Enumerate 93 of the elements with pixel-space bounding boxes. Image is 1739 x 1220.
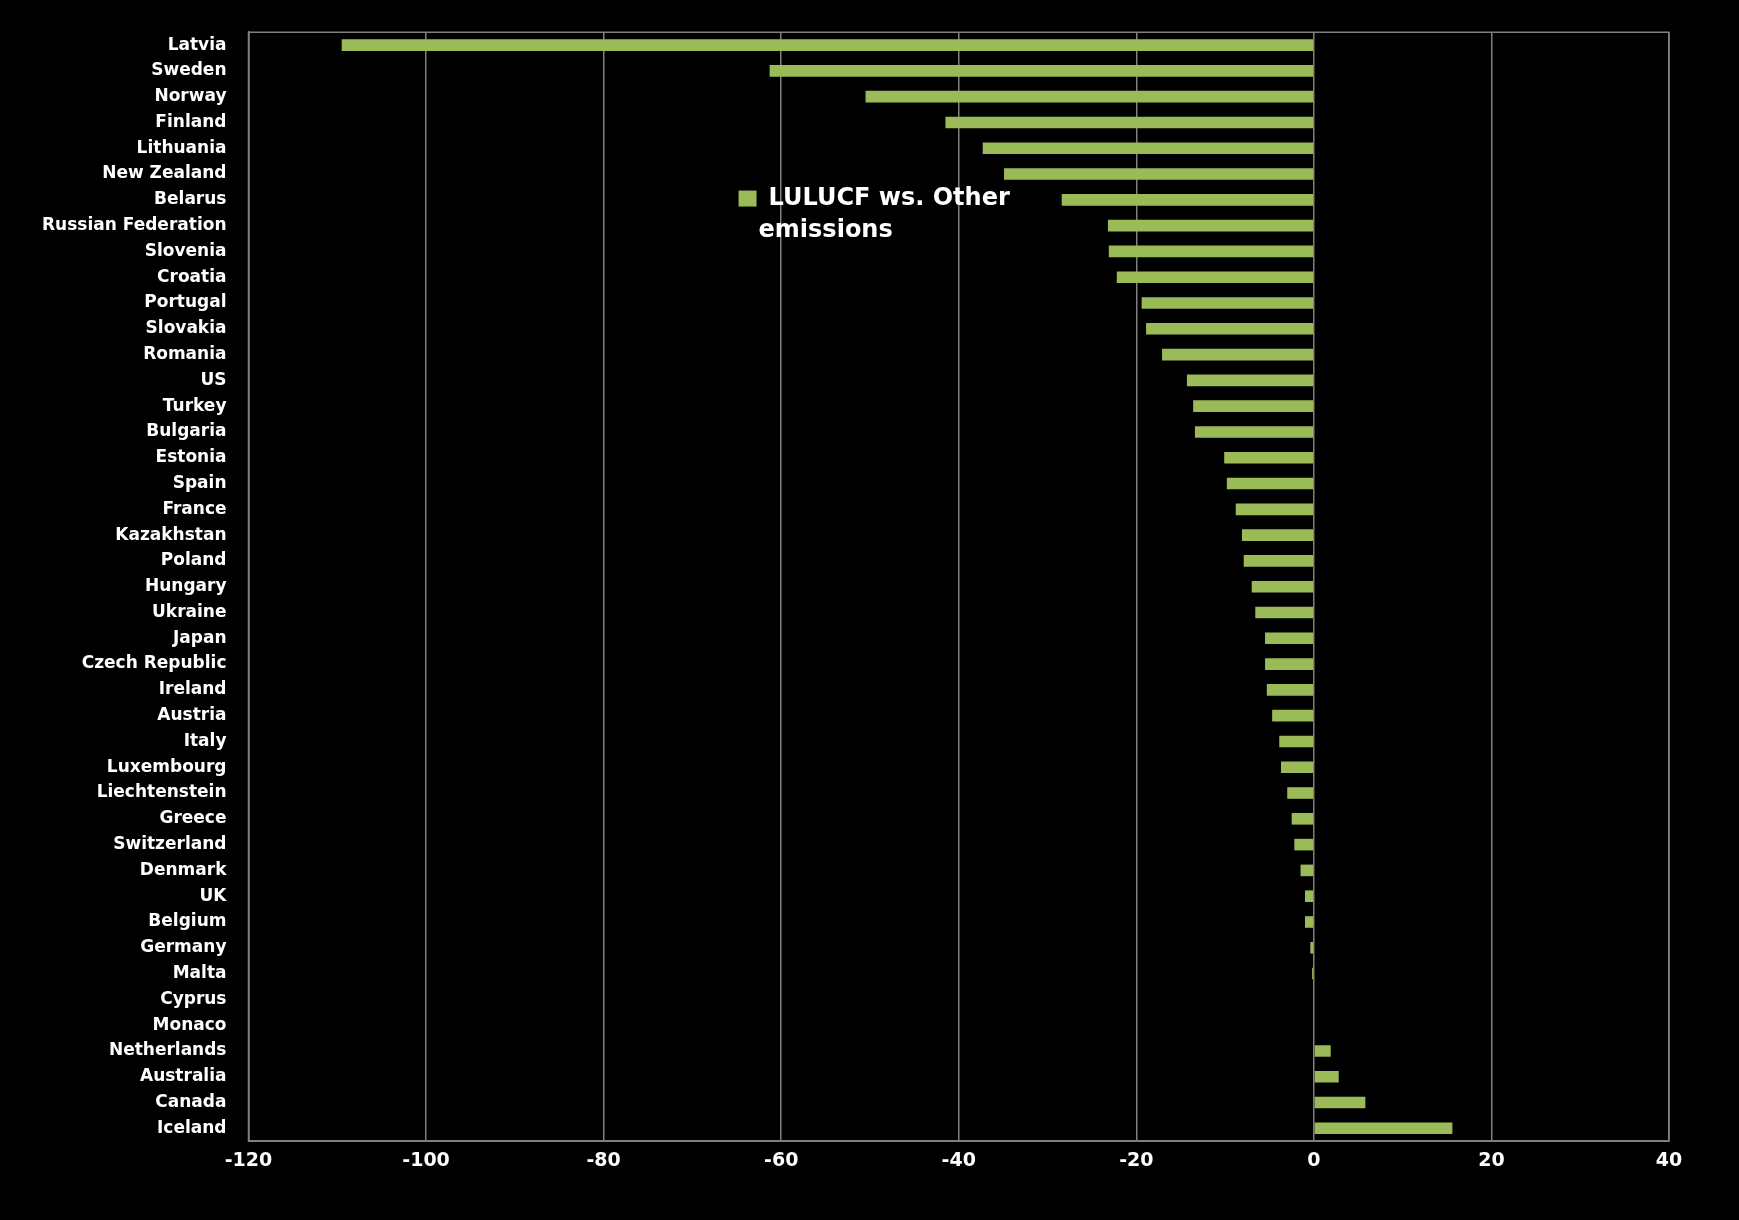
bar bbox=[1243, 555, 1314, 567]
bar bbox=[1224, 451, 1314, 464]
bar bbox=[769, 65, 1314, 77]
y-tick-label: Finland bbox=[155, 110, 227, 131]
bar bbox=[1265, 658, 1314, 670]
bar bbox=[1255, 606, 1314, 619]
y-tick-label: Netherlands bbox=[108, 1039, 227, 1060]
bar bbox=[1304, 916, 1314, 928]
y-tick-label: Denmark bbox=[139, 858, 228, 879]
y-tick-label: Belarus bbox=[154, 188, 227, 209]
y-tick-label: Australia bbox=[139, 1065, 227, 1086]
bar bbox=[1194, 426, 1314, 438]
bar bbox=[1265, 632, 1314, 645]
legend-label: LULUCF ws. Other emissions bbox=[758, 182, 1010, 243]
x-tick-label: 0 bbox=[1307, 1147, 1321, 1170]
y-tick-label: Austria bbox=[157, 704, 227, 725]
y-tick-label: Croatia bbox=[157, 265, 227, 286]
bar bbox=[1279, 735, 1314, 748]
bar bbox=[1107, 219, 1314, 232]
x-tick-label: -100 bbox=[402, 1147, 450, 1170]
y-tick-label: Hungary bbox=[144, 575, 227, 596]
bar bbox=[945, 116, 1314, 129]
bar bbox=[1251, 580, 1314, 593]
x-tick-label: -80 bbox=[586, 1147, 621, 1170]
y-tick-label: Turkey bbox=[162, 394, 227, 415]
y-tick-label: Bulgaria bbox=[146, 420, 227, 441]
bar bbox=[1314, 1070, 1339, 1083]
y-tick-label: Belgium bbox=[148, 910, 227, 931]
bar bbox=[982, 142, 1314, 155]
y-tick-label: US bbox=[200, 368, 227, 389]
bar bbox=[1235, 503, 1314, 516]
y-tick-label: Poland bbox=[160, 549, 227, 570]
y-tick-label: Norway bbox=[154, 85, 227, 106]
y-tick-label: UK bbox=[199, 884, 228, 905]
y-tick-label: Lithuania bbox=[136, 136, 227, 157]
bar bbox=[1146, 322, 1314, 335]
bar bbox=[1314, 1122, 1453, 1135]
bar bbox=[1294, 838, 1314, 851]
y-tick-label: Kazakhstan bbox=[115, 523, 227, 544]
y-tick-label: Liechtenstein bbox=[96, 781, 227, 802]
bar bbox=[1004, 168, 1314, 180]
bar bbox=[1314, 1045, 1331, 1057]
bar bbox=[1291, 813, 1314, 825]
x-tick-label: 40 bbox=[1655, 1147, 1683, 1170]
bar bbox=[1241, 529, 1314, 541]
bar bbox=[1304, 890, 1314, 902]
y-tick-label: Monaco bbox=[152, 1013, 227, 1034]
bar bbox=[1193, 400, 1314, 412]
bar bbox=[1162, 348, 1314, 361]
x-tick-label: 20 bbox=[1478, 1147, 1505, 1170]
bar bbox=[1281, 761, 1314, 774]
bar bbox=[1314, 1096, 1366, 1109]
y-tick-label: Malta bbox=[172, 961, 227, 982]
bar bbox=[1061, 194, 1314, 206]
y-tick-label: Portugal bbox=[144, 291, 227, 312]
bar bbox=[341, 39, 1314, 51]
y-tick-label: Sweden bbox=[151, 59, 227, 80]
bar bbox=[1226, 477, 1314, 490]
bar bbox=[1116, 271, 1314, 284]
y-tick-label: Switzerland bbox=[113, 833, 227, 854]
y-tick-label: Italy bbox=[183, 729, 227, 750]
y-tick-label: Cyprus bbox=[160, 987, 227, 1008]
y-tick-label: Japan bbox=[171, 626, 227, 647]
y-tick-label: Germany bbox=[140, 936, 227, 957]
bar bbox=[1266, 684, 1314, 696]
bar bbox=[1272, 709, 1314, 722]
y-tick-label: France bbox=[162, 497, 227, 518]
bar bbox=[1141, 297, 1314, 309]
y-tick-label: Iceland bbox=[156, 1116, 227, 1137]
x-tick-label: -120 bbox=[224, 1147, 273, 1170]
y-tick-label: Russian Federation bbox=[41, 214, 227, 235]
y-tick-label: Romania bbox=[143, 343, 227, 364]
y-tick-label: Ukraine bbox=[152, 600, 227, 621]
bar bbox=[1300, 864, 1314, 877]
bar bbox=[865, 90, 1314, 103]
y-tick-label: Slovenia bbox=[144, 239, 227, 260]
bar bbox=[1310, 941, 1314, 954]
x-tick-label: -40 bbox=[941, 1147, 976, 1170]
y-tick-label: Slovakia bbox=[145, 317, 227, 338]
y-tick-label: Latvia bbox=[167, 33, 227, 54]
y-tick-label: New Zealand bbox=[102, 162, 227, 183]
bar bbox=[1287, 787, 1314, 799]
bar bbox=[1108, 245, 1314, 258]
y-tick-label: Canada bbox=[155, 1090, 227, 1111]
y-tick-label: Estonia bbox=[155, 446, 227, 467]
x-tick-label: -20 bbox=[1119, 1147, 1154, 1170]
y-tick-label: Ireland bbox=[158, 678, 227, 699]
y-tick-label: Czech Republic bbox=[81, 652, 227, 673]
y-tick-label: Luxembourg bbox=[106, 755, 227, 776]
y-tick-label: Spain bbox=[172, 471, 227, 492]
x-tick-label: -60 bbox=[764, 1147, 799, 1170]
bar bbox=[1186, 374, 1314, 387]
y-tick-label: Greece bbox=[159, 807, 227, 828]
